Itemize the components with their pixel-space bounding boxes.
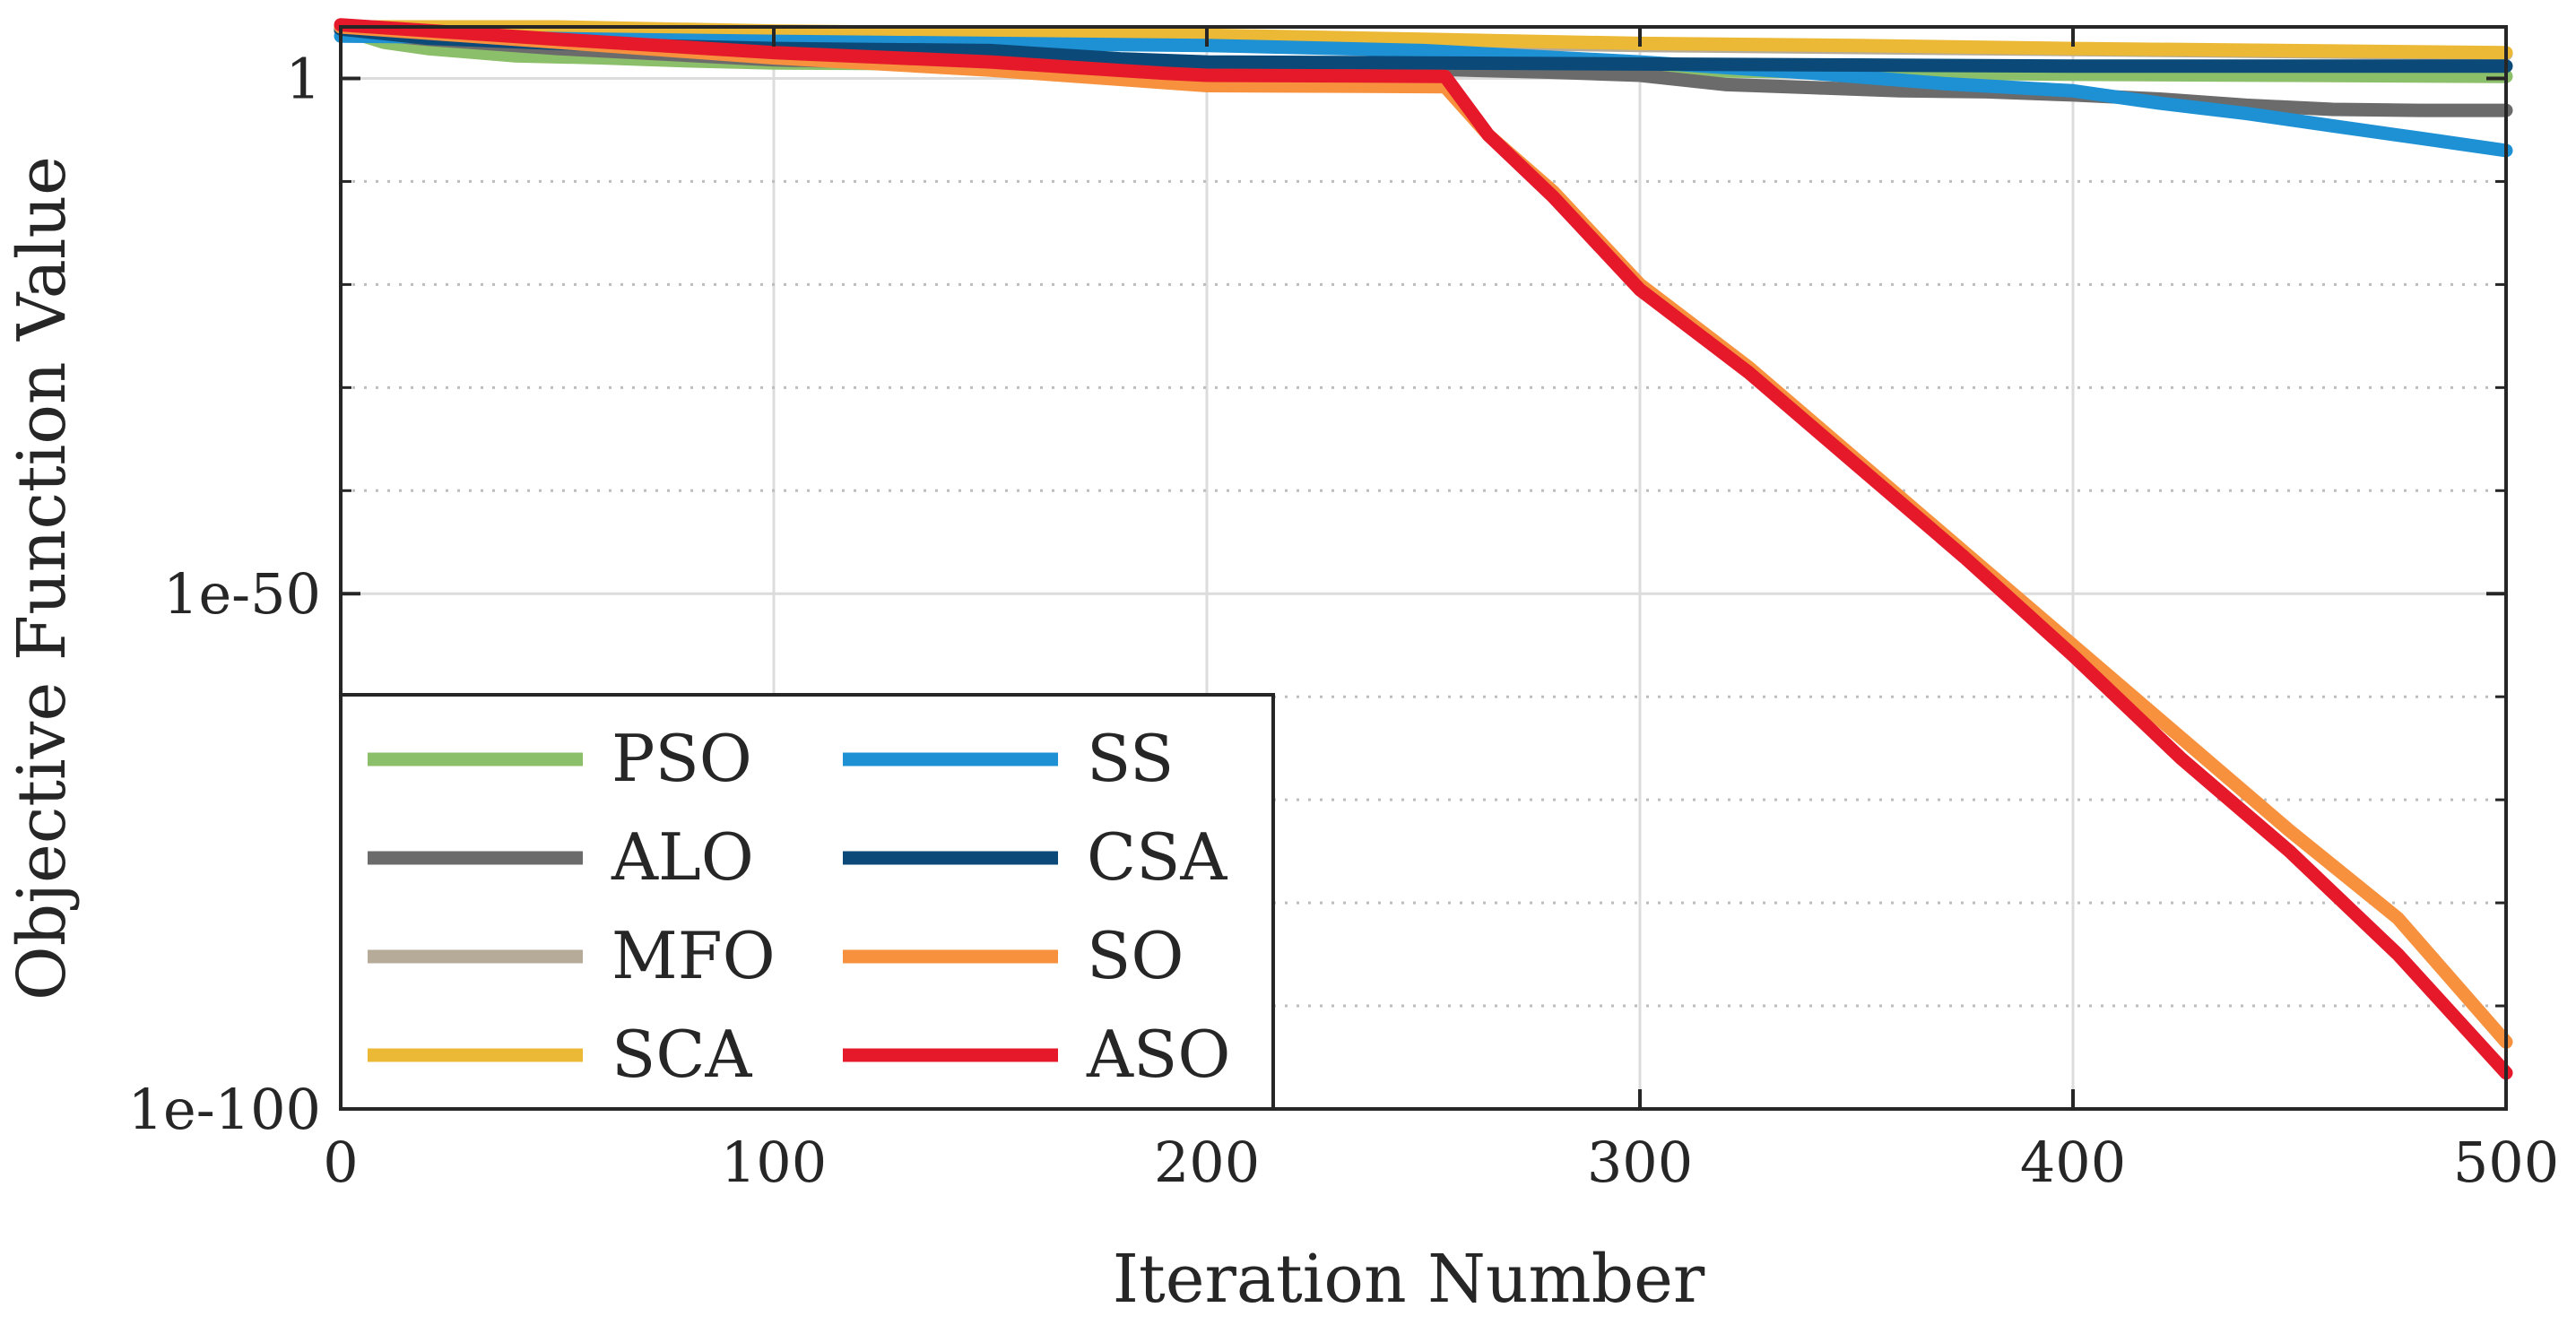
x-tick-label: 300 [1587,1130,1693,1195]
y-tick-label: 1 [286,46,321,111]
plot-frame [339,25,2508,1111]
legend-label-sca: SCA [611,1017,752,1092]
legend-label-so: SO [1087,918,1184,993]
legend-label-aso: ASO [1086,1017,1230,1092]
y-tick-label: 1e-100 [128,1077,321,1142]
x-tick-label: 400 [2020,1130,2126,1195]
y-axis-label: Objective Function Value [4,156,81,1000]
x-tick-label: 500 [2453,1130,2559,1195]
legend-label-csa: CSA [1087,819,1227,895]
series-lines [334,18,2513,1080]
x-tick-label: 0 [323,1130,358,1195]
x-tick-label: 100 [721,1130,827,1195]
y-tick-label: 1e-50 [163,561,321,627]
legend: PSO ALO MFO SCA SS CSA SO ASO [339,693,1275,1111]
axes: 0 100 200 300 400 500 1 1e-50 1e-100 [128,25,2559,1195]
x-axis-label: Iteration Number [1113,1241,1705,1318]
series-line-aso [334,18,2513,1080]
legend-label-ss: SS [1087,721,1174,796]
x-tick-label: 200 [1154,1130,1260,1195]
legend-label-mfo: MFO [611,918,776,993]
legend-label-pso: PSO [611,721,752,796]
series-line-sca [334,20,2513,60]
legend-label-alo: ALO [611,819,754,895]
